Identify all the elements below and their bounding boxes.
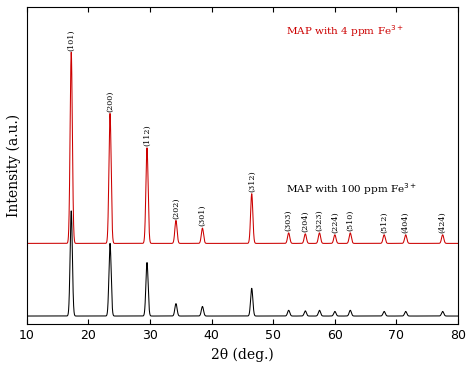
Text: (424): (424) (438, 211, 447, 233)
Text: (301): (301) (199, 205, 206, 226)
Text: (200): (200) (106, 90, 114, 112)
Text: (303): (303) (285, 210, 293, 231)
X-axis label: 2θ (deg.): 2θ (deg.) (211, 348, 274, 362)
Text: (202): (202) (172, 197, 180, 219)
Text: MAP with 100 ppm Fe$^{3+}$: MAP with 100 ppm Fe$^{3+}$ (286, 182, 417, 197)
Text: (404): (404) (402, 211, 410, 233)
Text: (312): (312) (248, 170, 256, 192)
Text: (224): (224) (331, 211, 339, 233)
Text: (323): (323) (315, 210, 324, 231)
Text: (512): (512) (380, 211, 388, 233)
Text: (204): (204) (301, 210, 309, 232)
Text: (101): (101) (67, 29, 75, 51)
Y-axis label: Intensity (a.u.): Intensity (a.u.) (7, 114, 21, 217)
Text: MAP with 4 ppm Fe$^{3+}$: MAP with 4 ppm Fe$^{3+}$ (286, 23, 403, 39)
Text: (510): (510) (346, 210, 354, 231)
Text: (112): (112) (143, 124, 151, 146)
